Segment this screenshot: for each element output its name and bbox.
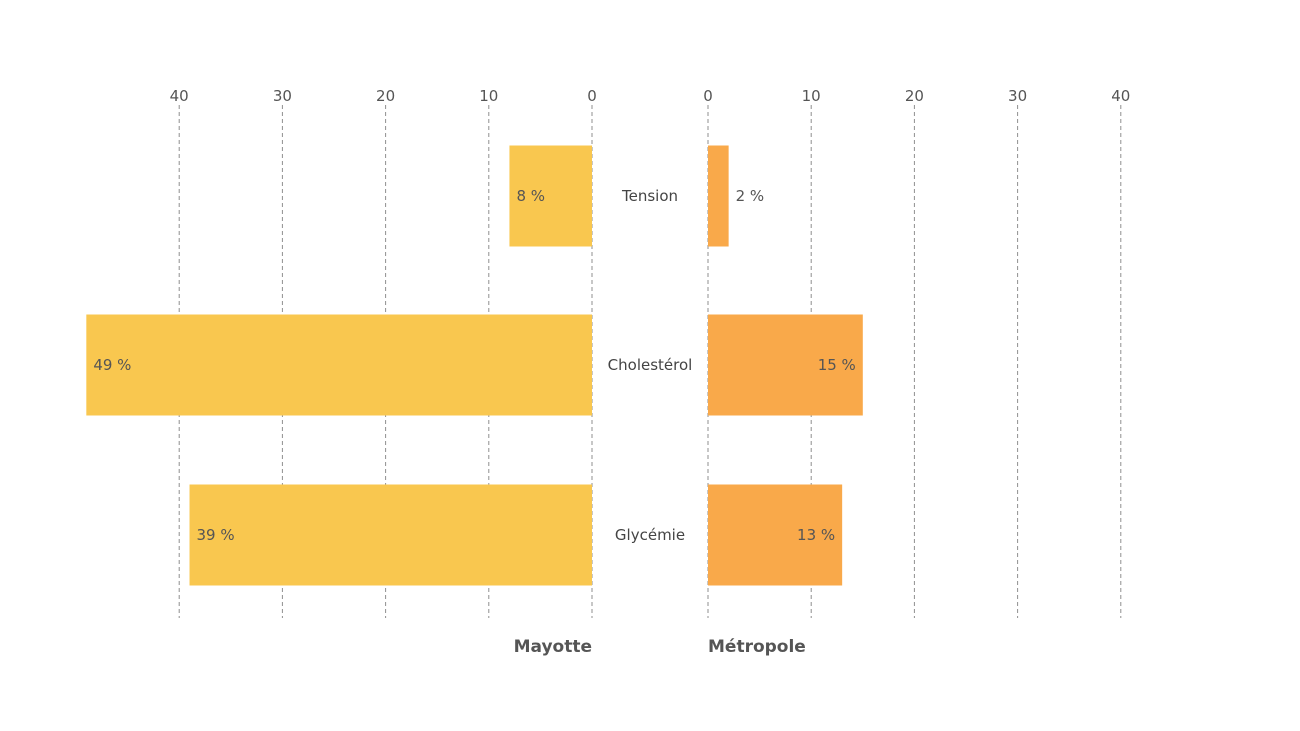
value-label-mayotte-2: 39 % bbox=[197, 526, 235, 544]
tick-label-right-40: 40 bbox=[1111, 87, 1130, 105]
bar-metropole-2 bbox=[708, 484, 843, 586]
tick-label-left-30: 30 bbox=[273, 87, 292, 105]
tick-label-right-10: 10 bbox=[802, 87, 821, 105]
tick-label-right-0: 0 bbox=[703, 87, 713, 105]
value-label-metropole-1: 15 % bbox=[818, 356, 856, 374]
bar-metropole-0 bbox=[708, 145, 729, 247]
tick-label-right-20: 20 bbox=[905, 87, 924, 105]
bar-metropole-1 bbox=[708, 314, 863, 416]
value-label-metropole-2: 13 % bbox=[797, 526, 835, 544]
category-labels: Tension Cholestérol Glycémie bbox=[608, 187, 693, 544]
category-label-2: Glycémie bbox=[615, 526, 685, 544]
mayotte-bars bbox=[86, 145, 592, 586]
tick-label-right-30: 30 bbox=[1008, 87, 1027, 105]
value-label-mayotte-1: 49 % bbox=[93, 356, 131, 374]
value-label-mayotte-0: 8 % bbox=[516, 187, 545, 205]
bar-mayotte-2 bbox=[189, 484, 592, 586]
bar-mayotte-0 bbox=[509, 145, 592, 247]
bar-mayotte-1 bbox=[86, 314, 592, 416]
tick-label-left-20: 20 bbox=[376, 87, 395, 105]
category-label-1: Cholestérol bbox=[608, 356, 693, 374]
metropole-bars bbox=[708, 145, 863, 586]
tick-label-left-0: 0 bbox=[587, 87, 597, 105]
panel-title-mayotte: Mayotte bbox=[514, 637, 592, 657]
value-label-metropole-0: 2 % bbox=[736, 187, 765, 205]
category-label-0: Tension bbox=[621, 187, 678, 205]
mayotte-value-labels: 8 % 49 % 39 % bbox=[93, 187, 545, 544]
right-axis-ticks: 0 10 20 30 40 bbox=[703, 87, 1130, 105]
tick-label-left-40: 40 bbox=[170, 87, 189, 105]
metropole-value-labels: 2 % 15 % 13 % bbox=[736, 187, 856, 544]
tick-label-left-10: 10 bbox=[479, 87, 498, 105]
panel-title-metropole: Métropole bbox=[708, 637, 806, 657]
left-axis-ticks: 0 10 20 30 40 bbox=[170, 87, 597, 105]
